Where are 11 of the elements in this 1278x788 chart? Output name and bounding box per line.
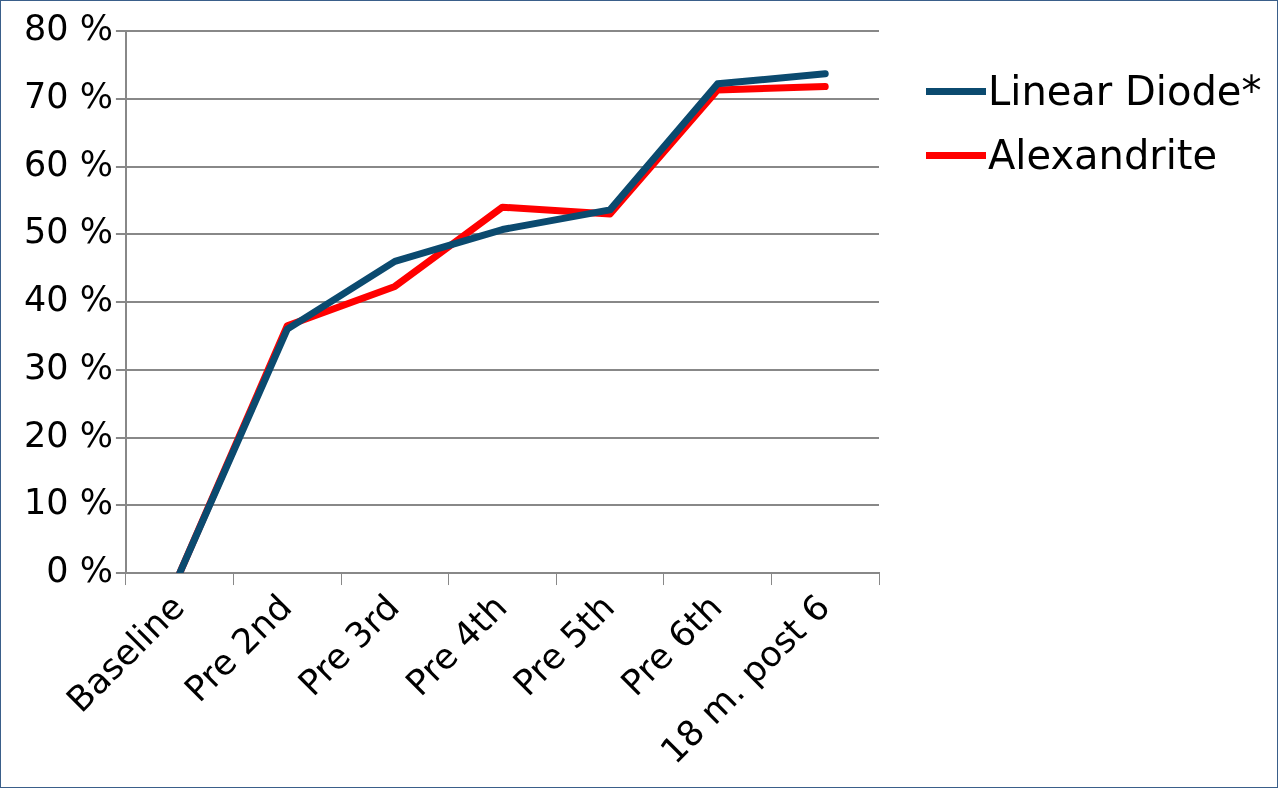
y-tick-label: 50 %	[24, 211, 113, 252]
y-tick-label: 70 %	[24, 75, 113, 116]
y-tick-label: 10 %	[24, 482, 113, 523]
y-tick-label: 20 %	[24, 414, 113, 455]
y-tick-label: 40 %	[24, 279, 113, 320]
y-tick-label: 80 %	[24, 8, 113, 49]
y-tick-label: 30 %	[24, 346, 113, 387]
y-tick-label: 0 %	[46, 550, 113, 591]
y-tick-label: 60 %	[24, 143, 113, 184]
legend-label: Linear Diode*	[988, 68, 1262, 114]
legend-label: Alexandrite	[988, 132, 1218, 178]
